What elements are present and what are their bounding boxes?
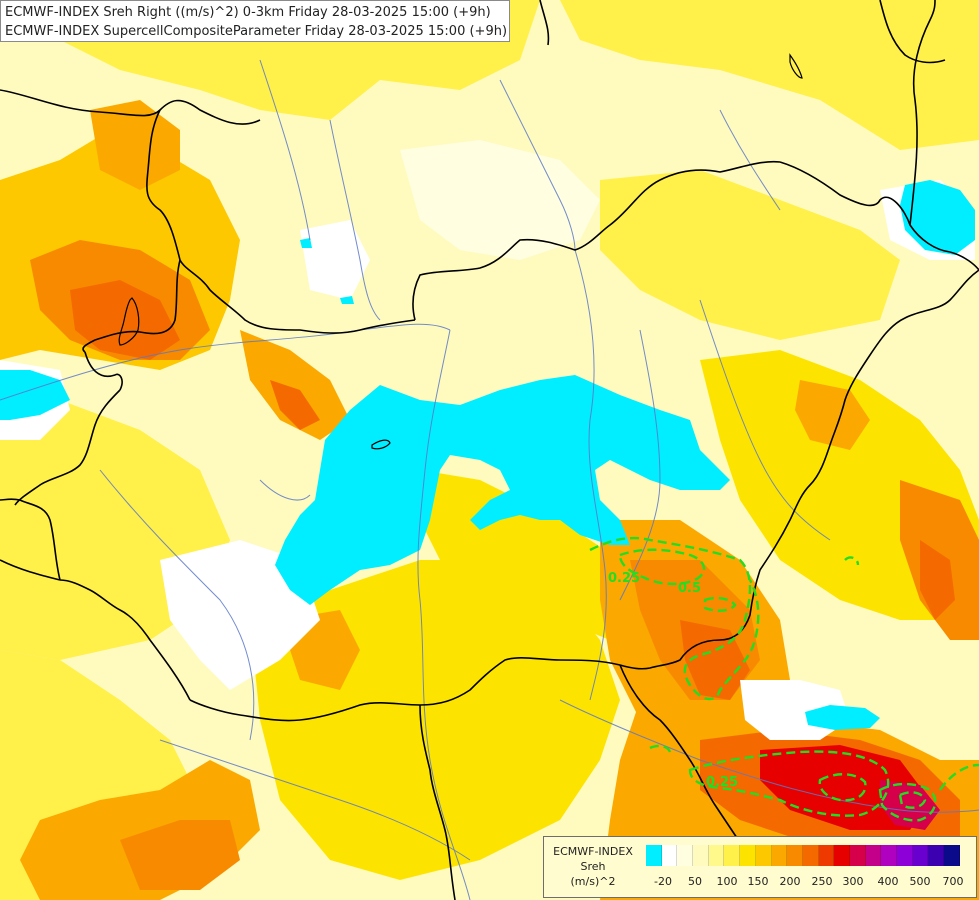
map-title-box: ECMWF-INDEX Sreh Right ((m/s)^2) 0-3km F… — [0, 0, 510, 42]
legend-tick-label: 150 — [747, 875, 769, 888]
rivers — [0, 59, 979, 900]
legend-swatch — [802, 845, 819, 866]
scp-contour-025-north — [589, 536, 760, 701]
contour-label-025-south: 0.25 — [706, 775, 738, 790]
legend-swatch — [912, 845, 929, 866]
scp-contour-spot-2 — [649, 744, 672, 753]
legend-ticks: -20 50 100 150 200 250 300 400 500 700 — [640, 875, 976, 891]
scp-contour-05 — [618, 548, 706, 586]
orange-fields — [0, 100, 979, 900]
legend-tick-label: 300 — [842, 875, 864, 888]
color-legend: ECMWF-INDEX Sreh (m/s)^2 -20 50 100 150 200 2… — [543, 836, 977, 898]
contour-label-025-north: 0.25 — [608, 571, 640, 586]
legend-swatches — [646, 845, 960, 866]
legend-swatch — [771, 845, 788, 866]
legend-swatch — [708, 845, 725, 866]
scp-contour-spot-1 — [844, 556, 860, 566]
legend-title-unit: (m/s)^2 — [570, 875, 616, 888]
scp-contour-labels: 0.25 0.5 0.25 — [608, 571, 738, 790]
legend-tick-label: -20 — [654, 875, 672, 888]
legend-tick-label: 400 — [877, 875, 899, 888]
legend-swatch — [724, 845, 741, 866]
scp-contour-025-south — [688, 750, 890, 817]
legend-title: ECMWF-INDEX Sreh (m/s)^2 — [546, 844, 640, 889]
legend-swatch — [849, 845, 866, 866]
legend-swatch — [677, 845, 694, 866]
legend-swatch — [740, 845, 756, 866]
legend-tick-label: 500 — [909, 875, 931, 888]
legend-swatch — [661, 845, 678, 866]
legend-swatch — [865, 845, 882, 866]
legend-title-variable: Sreh — [580, 860, 606, 873]
map-title-sreh: ECMWF-INDEX Sreh Right ((m/s)^2) 0-3km F… — [5, 5, 491, 20]
contour-label-05: 0.5 — [678, 581, 701, 596]
legend-swatch — [928, 845, 945, 866]
legend-swatch — [881, 845, 897, 866]
legend-swatch — [646, 845, 662, 866]
legend-title-model: ECMWF-INDEX — [553, 845, 633, 858]
legend-tick-label: 700 — [942, 875, 964, 888]
legend-tick-label: 50 — [688, 875, 702, 888]
scp-contour-east — [878, 782, 937, 822]
legend-swatch — [693, 845, 709, 866]
legend-swatch — [787, 845, 803, 866]
legend-tick-label: 200 — [779, 875, 801, 888]
legend-swatch — [755, 845, 772, 866]
map-title-scp: ECMWF-INDEX SupercellCompositeParameter … — [5, 24, 508, 39]
legend-swatch — [944, 845, 960, 866]
scp-contours — [589, 536, 979, 822]
scp-contour-south-inner — [818, 773, 867, 802]
scp-contour-inner — [703, 596, 737, 612]
legend-tick-label: 250 — [811, 875, 833, 888]
legend-swatch — [818, 845, 835, 866]
legend-swatch — [897, 845, 913, 866]
scp-contour-spot-3 — [939, 763, 979, 791]
legend-tick-label: 100 — [716, 875, 738, 888]
scp-contour-east-inner — [898, 791, 927, 809]
legend-swatch — [834, 845, 850, 866]
